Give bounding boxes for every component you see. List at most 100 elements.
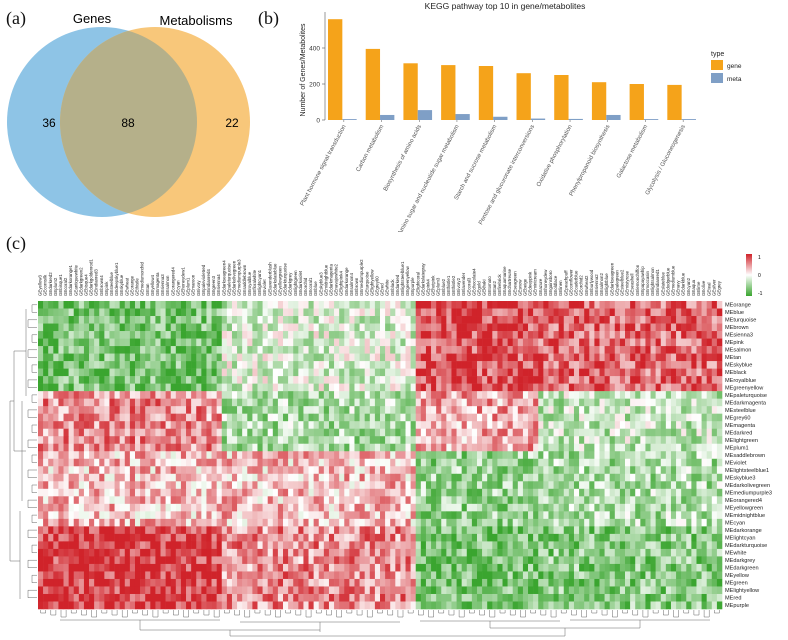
heatmap-cell <box>522 451 529 460</box>
heatmap-cell <box>563 316 570 324</box>
heatmap-cell <box>237 316 243 324</box>
heatmap-cell <box>349 518 355 527</box>
heatmap-cell <box>155 458 161 467</box>
heatmap-cell <box>354 541 360 550</box>
heatmap-cell <box>226 301 233 309</box>
heatmap-cell <box>711 496 718 505</box>
heatmap-cell <box>73 376 80 384</box>
heatmap-cell <box>681 406 687 414</box>
heatmap-cell <box>145 323 151 332</box>
heatmap-cell <box>109 338 115 347</box>
heatmap-cell <box>58 383 64 392</box>
heatmap-cell <box>380 541 386 550</box>
heatmap-cell <box>609 488 616 497</box>
heatmap-cell <box>231 406 238 414</box>
heatmap-cell <box>573 308 580 317</box>
heatmap-cell <box>134 548 141 557</box>
heatmap-cell <box>645 398 651 407</box>
heatmap-cell <box>231 391 238 399</box>
heatmap-cell <box>599 301 605 309</box>
heatmap-cell <box>502 353 508 362</box>
heatmap-cell <box>436 413 442 422</box>
heatmap-cell <box>257 503 263 512</box>
heatmap-cell <box>614 496 621 505</box>
heatmap-cell <box>226 451 233 460</box>
heatmap-cell <box>272 406 279 414</box>
heatmap-cell <box>53 368 59 377</box>
heatmap-cell <box>272 533 279 542</box>
heatmap-cell <box>476 361 483 369</box>
heatmap-cell <box>405 376 411 384</box>
heatmap-cell <box>681 436 687 445</box>
heatmap-cell <box>716 331 723 339</box>
heatmap-cell <box>487 301 493 309</box>
heatmap-cell <box>380 331 386 339</box>
heatmap-cell <box>461 548 468 557</box>
heatmap-cell <box>681 526 687 535</box>
heatmap-cell <box>196 533 202 542</box>
heatmap-cell <box>507 556 514 565</box>
heatmap-cell <box>221 496 228 505</box>
heatmap-cell <box>522 533 529 542</box>
heatmap-cell <box>446 413 452 422</box>
heatmap-cell <box>303 316 309 324</box>
heatmap-cell <box>410 503 417 512</box>
heatmap-cell <box>441 308 447 317</box>
heatmap-cell <box>461 406 468 414</box>
heatmap-cell <box>140 541 146 550</box>
heatmap-cell <box>293 368 299 377</box>
heatmap-cell <box>226 481 233 490</box>
heatmap-cell <box>48 503 54 512</box>
heatmap-cell <box>640 526 646 535</box>
heatmap-cell <box>155 496 161 505</box>
heatmap-cell <box>257 458 263 467</box>
heatmap-cell <box>180 443 187 452</box>
heatmap-cell <box>568 391 575 399</box>
heatmap-cell <box>619 406 626 414</box>
heatmap-cell <box>242 353 248 362</box>
heatmap-cell <box>507 488 514 497</box>
heatmap-cell <box>124 338 131 347</box>
heatmap-cell <box>568 413 575 422</box>
heatmap-cell <box>359 368 365 377</box>
heatmap-cell <box>635 518 641 527</box>
heatmap-cell <box>609 338 616 347</box>
heatmap-cell <box>231 563 238 572</box>
heatmap-cell <box>385 488 391 497</box>
heatmap-cell <box>676 338 682 347</box>
heatmap-cell <box>354 511 360 520</box>
heatmap-cell <box>175 436 182 445</box>
heatmap-cell <box>436 436 442 445</box>
heatmap-cell <box>318 323 325 332</box>
heatmap-cell <box>660 368 667 377</box>
heatmap-cell <box>221 541 228 550</box>
heatmap-cell <box>528 563 534 572</box>
heatmap-cell <box>43 353 49 362</box>
heatmap-cell <box>180 481 187 490</box>
heatmap-cell <box>385 331 391 339</box>
heatmap-cell <box>619 548 626 557</box>
heatmap-cell <box>579 481 585 490</box>
heatmap-cell <box>109 346 115 354</box>
heatmap-cell <box>160 331 166 339</box>
heatmap-cell <box>548 473 554 482</box>
heatmap-cell <box>543 488 549 497</box>
heatmap-cell <box>599 346 605 354</box>
heatmap-cell <box>201 526 207 535</box>
heatmap-column-label: GEdeepskyblue1 <box>114 262 119 296</box>
heatmap-cell <box>89 308 95 317</box>
heatmap-cell <box>446 503 452 512</box>
heatmap-column-label: GEdarkslateblue <box>272 263 277 296</box>
heatmap-cell <box>502 368 508 377</box>
heatmap-cell <box>650 346 656 354</box>
heatmap-cell <box>543 301 549 309</box>
heatmap-cell <box>522 458 529 467</box>
heatmap-cell <box>272 436 279 445</box>
heatmap-cell <box>94 458 100 467</box>
heatmap-cell <box>58 376 64 384</box>
heatmap-cell <box>124 428 131 437</box>
heatmap-cell <box>145 428 151 437</box>
heatmap-cell <box>650 308 656 317</box>
heatmap-cell <box>216 541 223 550</box>
heatmap-cell <box>237 413 243 422</box>
